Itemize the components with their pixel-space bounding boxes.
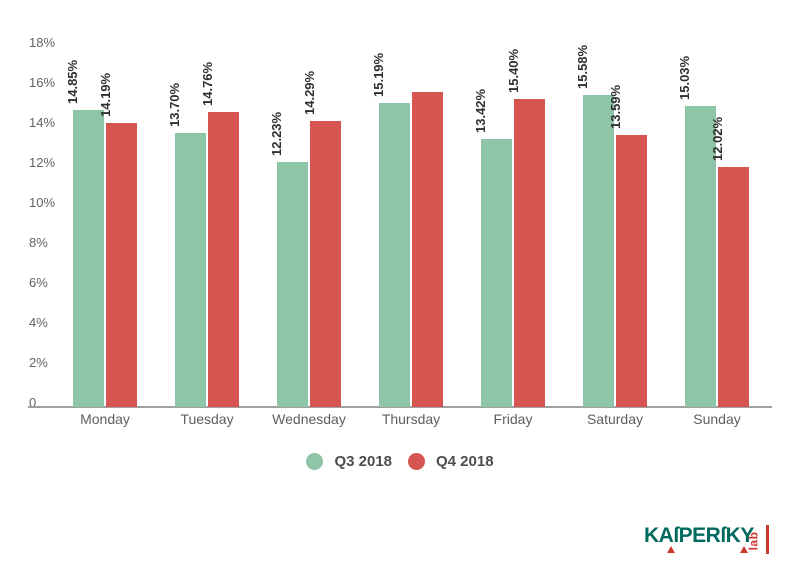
bar-q4-2018-wednesday: [310, 121, 341, 407]
x-tick-label-sunday: Sunday: [693, 411, 741, 427]
legend-swatch-q3-icon: [306, 453, 324, 470]
bar-q3-2018-saturday: [583, 95, 614, 407]
bar-value-label-q3-2018-sunday: 15.03%: [676, 56, 692, 101]
plot-area: 0 2% 4% 6% 8% 10% 12% 14% 16% 18% 14.85% 14.19% Mond…: [28, 35, 772, 427]
x-tick-label-monday: Monday: [80, 411, 130, 427]
y-tick-label: 8%: [29, 235, 48, 250]
bar-value-label-q3-2018-friday: 13.42%: [472, 88, 488, 133]
x-axis-line: [28, 406, 772, 408]
y-tick-label: 12%: [29, 155, 56, 170]
x-tick-label-thursday: Thursday: [381, 411, 441, 427]
bar-value-label-q4-2018-sunday: 12.02%: [709, 116, 725, 161]
legend-item-q4-2018: Q4 2018: [408, 453, 494, 470]
legend: Q3 2018 Q4 2018: [0, 453, 800, 470]
y-tick-label: 18%: [29, 35, 56, 50]
y-tick-label: 6%: [29, 275, 48, 290]
legend-label-q4: Q4 2018: [436, 453, 494, 470]
bar-value-label-q3-2018-tuesday: 13.70%: [166, 82, 182, 127]
y-tick-label: 16%: [29, 75, 56, 90]
bar-q3-2018-wednesday: [277, 162, 308, 407]
bar-q4-2018-thursday: [412, 92, 443, 407]
bar-q4-2018-monday: [106, 123, 137, 407]
logo-red-triangle-icon: [740, 546, 748, 553]
y-tick-label: 10%: [29, 195, 56, 210]
bar-value-label-q3-2018-thursday: 15.19%: [370, 53, 386, 98]
y-tick-label: 14%: [29, 115, 56, 130]
bar-q3-2018-tuesday: [175, 133, 206, 407]
bar-q4-2018-saturday: [616, 135, 647, 407]
legend-item-q3-2018: Q3 2018: [306, 453, 392, 470]
legend-label-q3: Q3 2018: [334, 453, 392, 470]
y-tick-label: 0: [29, 395, 37, 410]
logo-lab-text: lab: [746, 531, 761, 551]
kaspersky-lab-logo: KAſPERſKY lab: [644, 522, 774, 558]
bar-value-label-q4-2018-saturday: 13.59%: [607, 85, 623, 130]
bar-q3-2018-monday: [73, 110, 104, 407]
bar-value-label-q4-2018-tuesday: 14.76%: [199, 61, 215, 106]
bar-value-label-q4-2018-monday: 14.19%: [97, 73, 113, 118]
x-tick-label-wednesday: Wednesday: [272, 411, 346, 427]
legend-swatch-q4-icon: [408, 453, 425, 470]
bar-q4-2018-sunday: [718, 166, 749, 407]
bar-value-label-q3-2018-saturday: 15.58%: [574, 45, 590, 90]
y-tick-label: 2%: [29, 355, 48, 370]
bar-q3-2018-friday: [481, 138, 512, 407]
bar-value-label-q3-2018-monday: 14.85%: [64, 59, 80, 104]
x-tick-label-saturday: Saturday: [586, 411, 644, 427]
x-tick-label-tuesday: Tuesday: [180, 411, 234, 427]
bar-q3-2018-thursday: [379, 103, 410, 407]
logo-brand-text: KAſPERſKY: [644, 524, 754, 547]
x-tick-label-friday: Friday: [493, 411, 533, 427]
y-tick-label: 4%: [29, 315, 48, 330]
logo-red-bar: [766, 525, 769, 554]
bar-value-label-q4-2018-friday: 15.40%: [505, 48, 521, 93]
logo-red-triangle-icon: [667, 546, 675, 553]
bar-q4-2018-tuesday: [208, 111, 239, 407]
bar-q3-2018-sunday: [685, 106, 716, 407]
bar-q4-2018-friday: [514, 99, 545, 407]
bar-value-label-q4-2018-wednesday: 14.29%: [301, 71, 317, 116]
bar-value-label-q3-2018-wednesday: 12.23%: [268, 112, 284, 157]
